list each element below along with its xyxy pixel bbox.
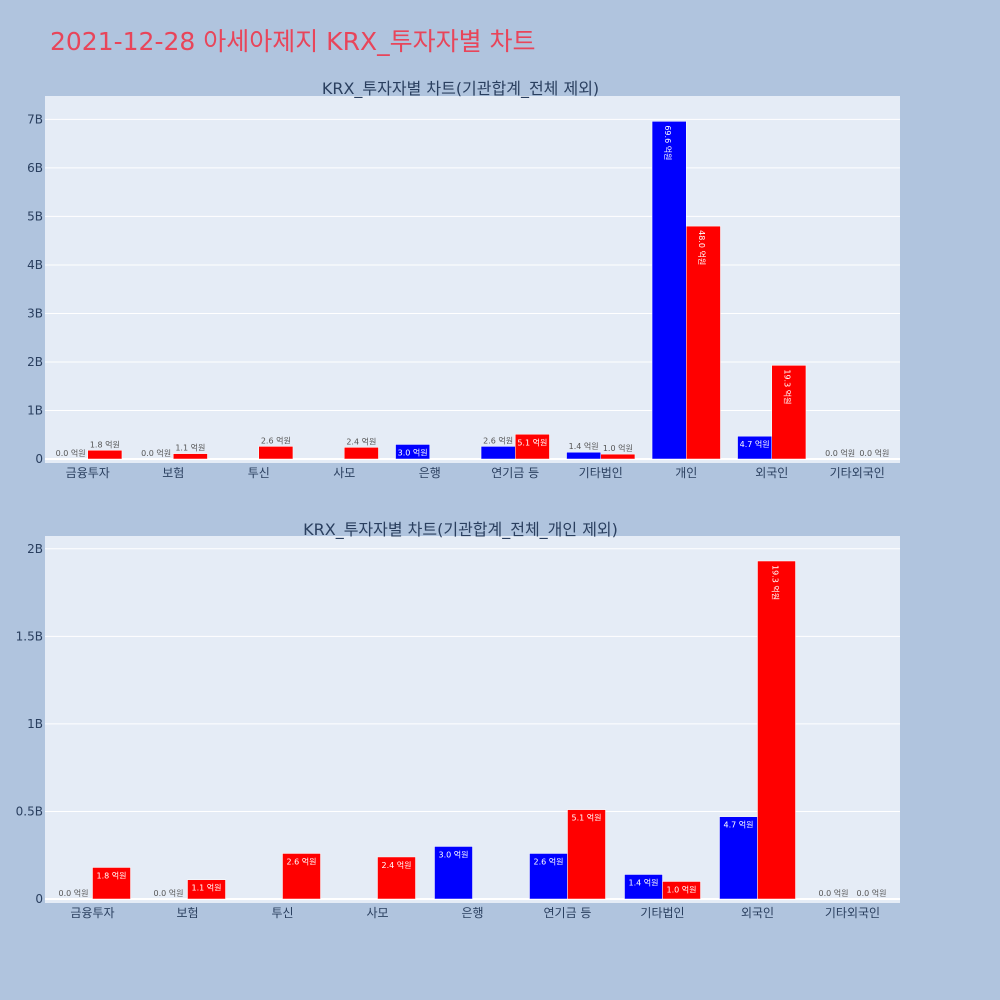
data-label: 2.6 억원 bbox=[287, 856, 317, 866]
chart-1: 0 1B 2B 3B 4B 5B 6B 7B KRX_투자자별 차트(기관합계_전체 제외) 금융… bbox=[27, 79, 900, 480]
data-label: 5.1 억원 bbox=[517, 437, 547, 447]
x-tick-label: 연기금 등 bbox=[491, 466, 539, 480]
plot-area bbox=[45, 96, 900, 463]
x-tick-label: 기타법인 bbox=[640, 906, 684, 920]
data-label: 19.3 억원 bbox=[770, 565, 780, 600]
bar-sell bbox=[434, 846, 473, 900]
data-label: 5.1 억원 bbox=[572, 813, 602, 823]
x-tick-label: 연기금 등 bbox=[544, 906, 592, 920]
data-label: 0.0 억원 bbox=[825, 448, 855, 458]
data-label: 3.0 억원 bbox=[398, 447, 428, 457]
data-label: 0.0 억원 bbox=[857, 888, 887, 898]
bar-buy bbox=[87, 450, 123, 460]
bar-sell bbox=[719, 816, 758, 900]
data-label: 0.0 억원 bbox=[56, 448, 86, 458]
y-tick-label: 2B bbox=[27, 355, 43, 369]
chart-title: KRX_투자자별 차트(기관합계_전체 제외) bbox=[322, 79, 599, 99]
page-title: 2021-12-28 아세아제지 KRX_투자자별 차트 bbox=[50, 27, 536, 56]
y-tick-label: 4B bbox=[27, 258, 43, 272]
x-tick-label: 은행 bbox=[461, 905, 483, 920]
chart-2: 0 0.5B 1B 1.5B 2B KRX_투자자별 차트(기관합계_전체_개인 제외) 금… bbox=[16, 520, 900, 920]
data-label: 0.0 억원 bbox=[859, 448, 889, 458]
bar-buy bbox=[187, 879, 226, 900]
data-label: 1.4 억원 bbox=[569, 441, 599, 451]
data-label: 1.0 억원 bbox=[667, 884, 697, 894]
x-tick-label: 투신 bbox=[248, 466, 270, 480]
data-label: 0.0 억원 bbox=[141, 448, 171, 458]
y-tick-label: 0 bbox=[35, 892, 43, 906]
y-tick-label: 3B bbox=[27, 306, 43, 320]
bar-buy bbox=[282, 853, 321, 900]
x-tick-label: 외국인 bbox=[741, 906, 774, 920]
y-tick-label: 1B bbox=[27, 717, 43, 731]
y-tick-label: 5B bbox=[27, 209, 43, 223]
bar-sell bbox=[566, 451, 601, 460]
bar-buy bbox=[771, 365, 807, 460]
bar-sell bbox=[624, 874, 663, 900]
bar-buy bbox=[600, 453, 636, 460]
x-tick-label: 기타외국인 bbox=[830, 466, 885, 480]
data-label: 3.0 억원 bbox=[439, 849, 469, 859]
x-tick-label: 개인 bbox=[675, 466, 697, 480]
x-tick-label: 기타외국인 bbox=[825, 906, 880, 920]
bar-sell bbox=[529, 853, 568, 900]
data-label: 1.8 억원 bbox=[97, 870, 127, 880]
bar-buy bbox=[258, 446, 294, 460]
y-tick-label: 2B bbox=[27, 542, 43, 556]
x-tick-label: 보험 bbox=[176, 906, 198, 920]
data-label: 4.7 억원 bbox=[740, 439, 770, 449]
bar-sell bbox=[395, 444, 430, 460]
x-tick-label: 금융투자 bbox=[70, 906, 114, 920]
x-tick-label: 보험 bbox=[162, 466, 184, 480]
data-label: 1.8 억원 bbox=[90, 439, 120, 449]
x-tick-label: 사모 bbox=[366, 906, 388, 920]
bar-buy bbox=[377, 856, 416, 900]
x-tick-label: 사모 bbox=[333, 466, 355, 480]
bar-buy bbox=[686, 225, 721, 460]
data-label: 0.0 억원 bbox=[154, 888, 184, 898]
chart-title: KRX_투자자별 차트(기관합계_전체_개인 제외) bbox=[303, 520, 618, 540]
data-label: 4.7 억원 bbox=[724, 820, 754, 830]
data-label: 0.0 억원 bbox=[819, 888, 849, 898]
data-label: 19.3 억원 bbox=[783, 369, 793, 404]
bar-buy bbox=[515, 434, 550, 460]
x-tick-label: 기타법인 bbox=[579, 466, 623, 480]
data-label: 1.1 억원 bbox=[192, 883, 222, 893]
x-tick-label: 은행 bbox=[419, 465, 441, 480]
data-label: 0.0 억원 bbox=[59, 888, 89, 898]
y-tick-label: 1B bbox=[27, 403, 43, 417]
bar-buy bbox=[567, 809, 606, 900]
data-label: 1.0 억원 bbox=[603, 443, 633, 453]
data-label: 2.4 억원 bbox=[382, 860, 412, 870]
data-label: 2.6 억원 bbox=[261, 435, 291, 445]
x-tick-label: 외국인 bbox=[755, 466, 788, 480]
x-tick-label: 투신 bbox=[271, 906, 293, 920]
bar-sell bbox=[651, 121, 687, 460]
bar-buy bbox=[757, 560, 796, 900]
y-tick-label: 0.5B bbox=[16, 804, 43, 818]
bar-buy bbox=[662, 881, 701, 900]
data-label: 2.6 억원 bbox=[483, 435, 513, 445]
bar-sell bbox=[480, 446, 516, 460]
data-label: 48.0 억원 bbox=[697, 230, 707, 265]
data-label: 2.4 억원 bbox=[346, 436, 376, 446]
y-tick-label: 6B bbox=[27, 161, 43, 175]
y-tick-label: 1.5B bbox=[16, 629, 43, 643]
x-tick-label: 금융투자 bbox=[66, 466, 110, 480]
y-tick-label: 7B bbox=[27, 112, 43, 126]
bar-buy bbox=[92, 867, 131, 900]
data-label: 69.6 억원 bbox=[663, 125, 673, 160]
data-label: 1.4 억원 bbox=[629, 877, 659, 887]
bar-buy bbox=[344, 447, 379, 460]
data-label: 2.6 억원 bbox=[534, 856, 564, 866]
y-tick-label: 0 bbox=[35, 452, 43, 466]
data-label: 1.1 억원 bbox=[175, 443, 205, 453]
bar-buy bbox=[173, 453, 208, 460]
